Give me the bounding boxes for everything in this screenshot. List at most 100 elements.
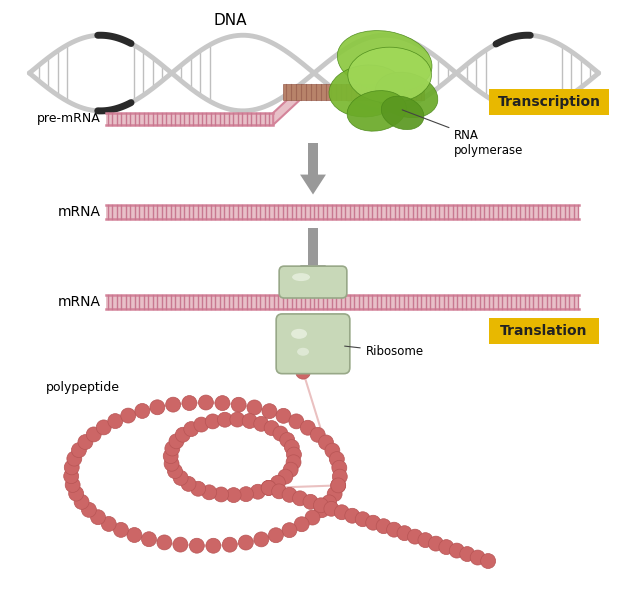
Circle shape (167, 464, 182, 479)
Bar (307, 143, 319, 175)
Bar (489, 318, 599, 344)
Circle shape (345, 508, 360, 523)
Circle shape (286, 455, 301, 470)
Circle shape (164, 456, 179, 471)
Circle shape (280, 433, 295, 448)
Circle shape (206, 538, 221, 553)
Circle shape (329, 452, 344, 467)
Circle shape (366, 515, 381, 530)
Circle shape (282, 523, 297, 538)
Circle shape (450, 543, 464, 558)
Circle shape (230, 412, 245, 427)
Circle shape (163, 449, 178, 464)
Circle shape (127, 527, 142, 542)
Circle shape (324, 502, 339, 516)
Circle shape (376, 519, 391, 533)
Circle shape (331, 478, 345, 493)
Circle shape (165, 441, 180, 456)
Text: polypeptide: polypeptide (46, 381, 120, 394)
Circle shape (150, 400, 165, 415)
Ellipse shape (329, 65, 404, 117)
Circle shape (173, 470, 188, 485)
Polygon shape (273, 85, 303, 125)
Ellipse shape (337, 31, 432, 92)
Ellipse shape (347, 91, 406, 131)
Circle shape (223, 537, 237, 552)
Circle shape (327, 487, 342, 502)
Circle shape (262, 404, 277, 419)
Circle shape (460, 547, 475, 562)
Text: Translation: Translation (500, 324, 587, 338)
Circle shape (305, 510, 320, 525)
Ellipse shape (381, 96, 424, 130)
Text: Transcription: Transcription (497, 95, 601, 109)
Circle shape (428, 536, 443, 551)
Circle shape (202, 485, 217, 500)
Circle shape (314, 498, 329, 513)
Circle shape (294, 517, 309, 532)
Circle shape (295, 364, 310, 379)
Circle shape (334, 505, 349, 520)
Circle shape (135, 403, 150, 418)
Ellipse shape (348, 47, 431, 103)
Bar (307, 229, 319, 265)
Circle shape (157, 535, 172, 550)
Circle shape (231, 397, 246, 412)
Circle shape (199, 395, 213, 410)
Circle shape (332, 460, 347, 475)
Circle shape (250, 484, 265, 499)
Circle shape (273, 426, 288, 441)
Circle shape (293, 491, 307, 506)
Circle shape (264, 421, 279, 436)
Circle shape (102, 517, 116, 532)
Circle shape (87, 427, 101, 442)
Circle shape (332, 469, 347, 484)
Ellipse shape (297, 348, 309, 356)
Text: mRNA: mRNA (58, 295, 101, 309)
Circle shape (283, 462, 298, 477)
Circle shape (181, 476, 196, 491)
Circle shape (270, 475, 285, 490)
Circle shape (218, 412, 233, 427)
Circle shape (97, 420, 111, 435)
FancyBboxPatch shape (276, 314, 350, 374)
Circle shape (356, 512, 370, 527)
Circle shape (319, 435, 334, 450)
Bar (106, 205, 579, 220)
FancyBboxPatch shape (279, 266, 347, 298)
Circle shape (418, 533, 433, 548)
Polygon shape (300, 175, 326, 194)
Circle shape (166, 397, 181, 412)
Circle shape (71, 443, 87, 458)
Circle shape (289, 414, 304, 429)
Ellipse shape (376, 72, 438, 118)
Circle shape (254, 532, 269, 547)
Circle shape (261, 481, 276, 496)
Circle shape (238, 487, 253, 502)
Circle shape (261, 481, 276, 496)
Circle shape (67, 451, 82, 466)
Circle shape (276, 409, 291, 423)
Circle shape (287, 447, 302, 462)
Circle shape (439, 539, 454, 554)
Circle shape (331, 478, 345, 493)
Circle shape (408, 529, 423, 544)
Circle shape (173, 537, 188, 552)
Ellipse shape (292, 273, 310, 281)
Bar (283, 84, 424, 100)
Circle shape (226, 488, 241, 503)
Circle shape (191, 481, 206, 496)
Circle shape (78, 434, 93, 449)
Circle shape (387, 522, 401, 537)
Circle shape (238, 535, 253, 550)
Circle shape (284, 440, 299, 455)
Circle shape (310, 427, 325, 442)
Text: mRNA: mRNA (58, 205, 101, 220)
Circle shape (254, 416, 269, 431)
Circle shape (282, 487, 297, 502)
Circle shape (271, 484, 287, 499)
Polygon shape (300, 265, 326, 285)
Circle shape (142, 532, 156, 547)
Circle shape (176, 427, 190, 442)
Circle shape (82, 502, 97, 517)
